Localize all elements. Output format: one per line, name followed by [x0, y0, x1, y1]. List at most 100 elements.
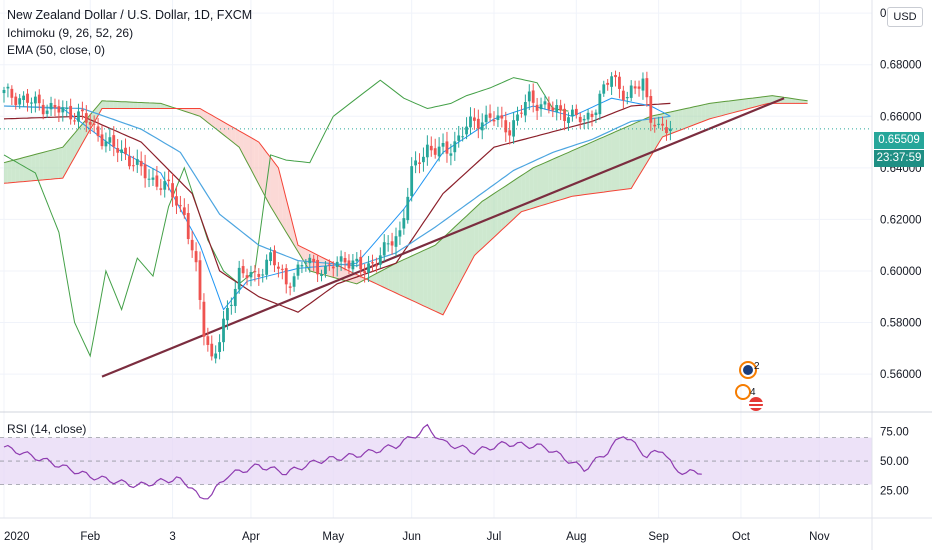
nz-event-count: 2: [754, 361, 760, 372]
candle-body: [273, 250, 276, 266]
cloud-segment: [693, 106, 698, 125]
cloud-segment: [376, 271, 381, 286]
ichimoku-cloud: [4, 95, 808, 315]
x-tick-label: Nov: [809, 531, 830, 543]
cloud-segment: [219, 119, 224, 135]
x-tick-label: 2020: [4, 531, 30, 543]
candle-body: [653, 124, 657, 127]
candle-body: [402, 218, 406, 229]
candle-body: [669, 128, 672, 132]
cloud-segment: [286, 198, 291, 239]
cloud-segment: [701, 104, 706, 122]
candle-body: [621, 90, 625, 101]
candle-body: [253, 271, 257, 273]
candle-body: [30, 102, 33, 104]
us-flag-icon[interactable]: 4: [734, 382, 780, 415]
candle-body: [288, 286, 292, 288]
cloud-segment: [419, 250, 424, 306]
candle-body: [131, 165, 135, 167]
cloud-segment: [603, 135, 608, 193]
candle-body: [457, 135, 461, 141]
cloud-segment: [568, 150, 573, 198]
candle-body: [167, 179, 171, 182]
cloud-segment: [588, 142, 592, 195]
candle-body: [410, 166, 414, 196]
cloud-segment: [35, 153, 40, 181]
cloud-segment: [635, 121, 639, 182]
cloud-segment: [251, 137, 255, 177]
candle-body: [520, 112, 523, 114]
cloud-segment: [337, 265, 342, 280]
cloud-segment: [784, 97, 788, 104]
ichimoku-legend[interactable]: Ichimoku (9, 26, 52, 26): [7, 26, 134, 40]
cloud-segment: [517, 175, 522, 216]
candle-body: [355, 258, 359, 262]
cloud-segment: [27, 155, 32, 182]
candle-body: [371, 262, 374, 264]
candle-body: [661, 123, 664, 126]
currency-button[interactable]: USD: [887, 7, 923, 27]
cloud-segment: [450, 226, 455, 300]
cloud-segment: [799, 99, 804, 104]
cloud-segment: [125, 101, 130, 109]
candle-body: [151, 177, 155, 180]
cloud-segment: [427, 247, 432, 310]
candle-body: [241, 266, 245, 274]
candle-body: [280, 268, 284, 270]
y-tick-label: 0.56000: [880, 369, 922, 381]
candle-body: [45, 110, 49, 114]
cloud-segment: [19, 157, 24, 182]
cloud-segment: [678, 109, 683, 131]
candle-body: [449, 153, 453, 156]
y-tick-label: 0.68000: [880, 60, 922, 72]
candle-body: [186, 212, 190, 240]
cloud-segment: [537, 164, 541, 207]
cloud-segment: [227, 124, 232, 141]
trendline: [101, 97, 785, 378]
cloud-segment: [670, 111, 675, 134]
candle-body: [512, 120, 515, 137]
cloud-segment: [39, 152, 44, 181]
cloud-segment: [31, 154, 36, 181]
cloud-segment: [109, 101, 114, 109]
candle-body: [598, 93, 602, 115]
candle-body: [425, 144, 429, 158]
ema-legend[interactable]: EMA (50, close, 0): [7, 43, 106, 57]
candle-body: [214, 353, 218, 359]
candle-body: [476, 118, 480, 129]
x-tick-label: Oct: [732, 531, 751, 543]
candle-body: [547, 102, 551, 110]
cloud-segment: [505, 183, 510, 227]
candle-body: [625, 97, 629, 99]
cloud-segment: [584, 143, 589, 195]
candle-body: [359, 256, 363, 270]
candle-body: [535, 104, 539, 111]
candle-body: [406, 196, 410, 221]
cloud-segment: [552, 157, 557, 203]
cloud-segment: [423, 248, 428, 308]
cloud-segment: [352, 272, 357, 284]
nz-flag-icon[interactable]: 2: [738, 360, 764, 383]
cloud-segment: [78, 124, 83, 151]
cloud-segment: [545, 161, 549, 205]
candle-body: [496, 115, 500, 120]
x-tick-label: Jul: [487, 531, 502, 543]
cloud-segment: [62, 142, 67, 179]
symbol-title[interactable]: New Zealand Dollar / U.S. Dollar, 1D, FX…: [7, 8, 253, 22]
candle-body: [139, 160, 143, 167]
cloud-segment: [497, 188, 502, 234]
candle-body: [81, 109, 84, 112]
candle-body: [418, 162, 421, 164]
rsi-legend[interactable]: RSI (14, close): [7, 422, 87, 436]
candle-body: [84, 113, 88, 123]
cloud-segment: [235, 128, 240, 148]
candle-body: [100, 134, 104, 147]
candle-body: [339, 256, 343, 262]
candle-body: [26, 93, 29, 103]
cloud-segment: [231, 126, 236, 145]
cloud-segment: [768, 95, 773, 104]
cloud-segment: [372, 273, 377, 284]
cloud-segment: [266, 152, 271, 207]
